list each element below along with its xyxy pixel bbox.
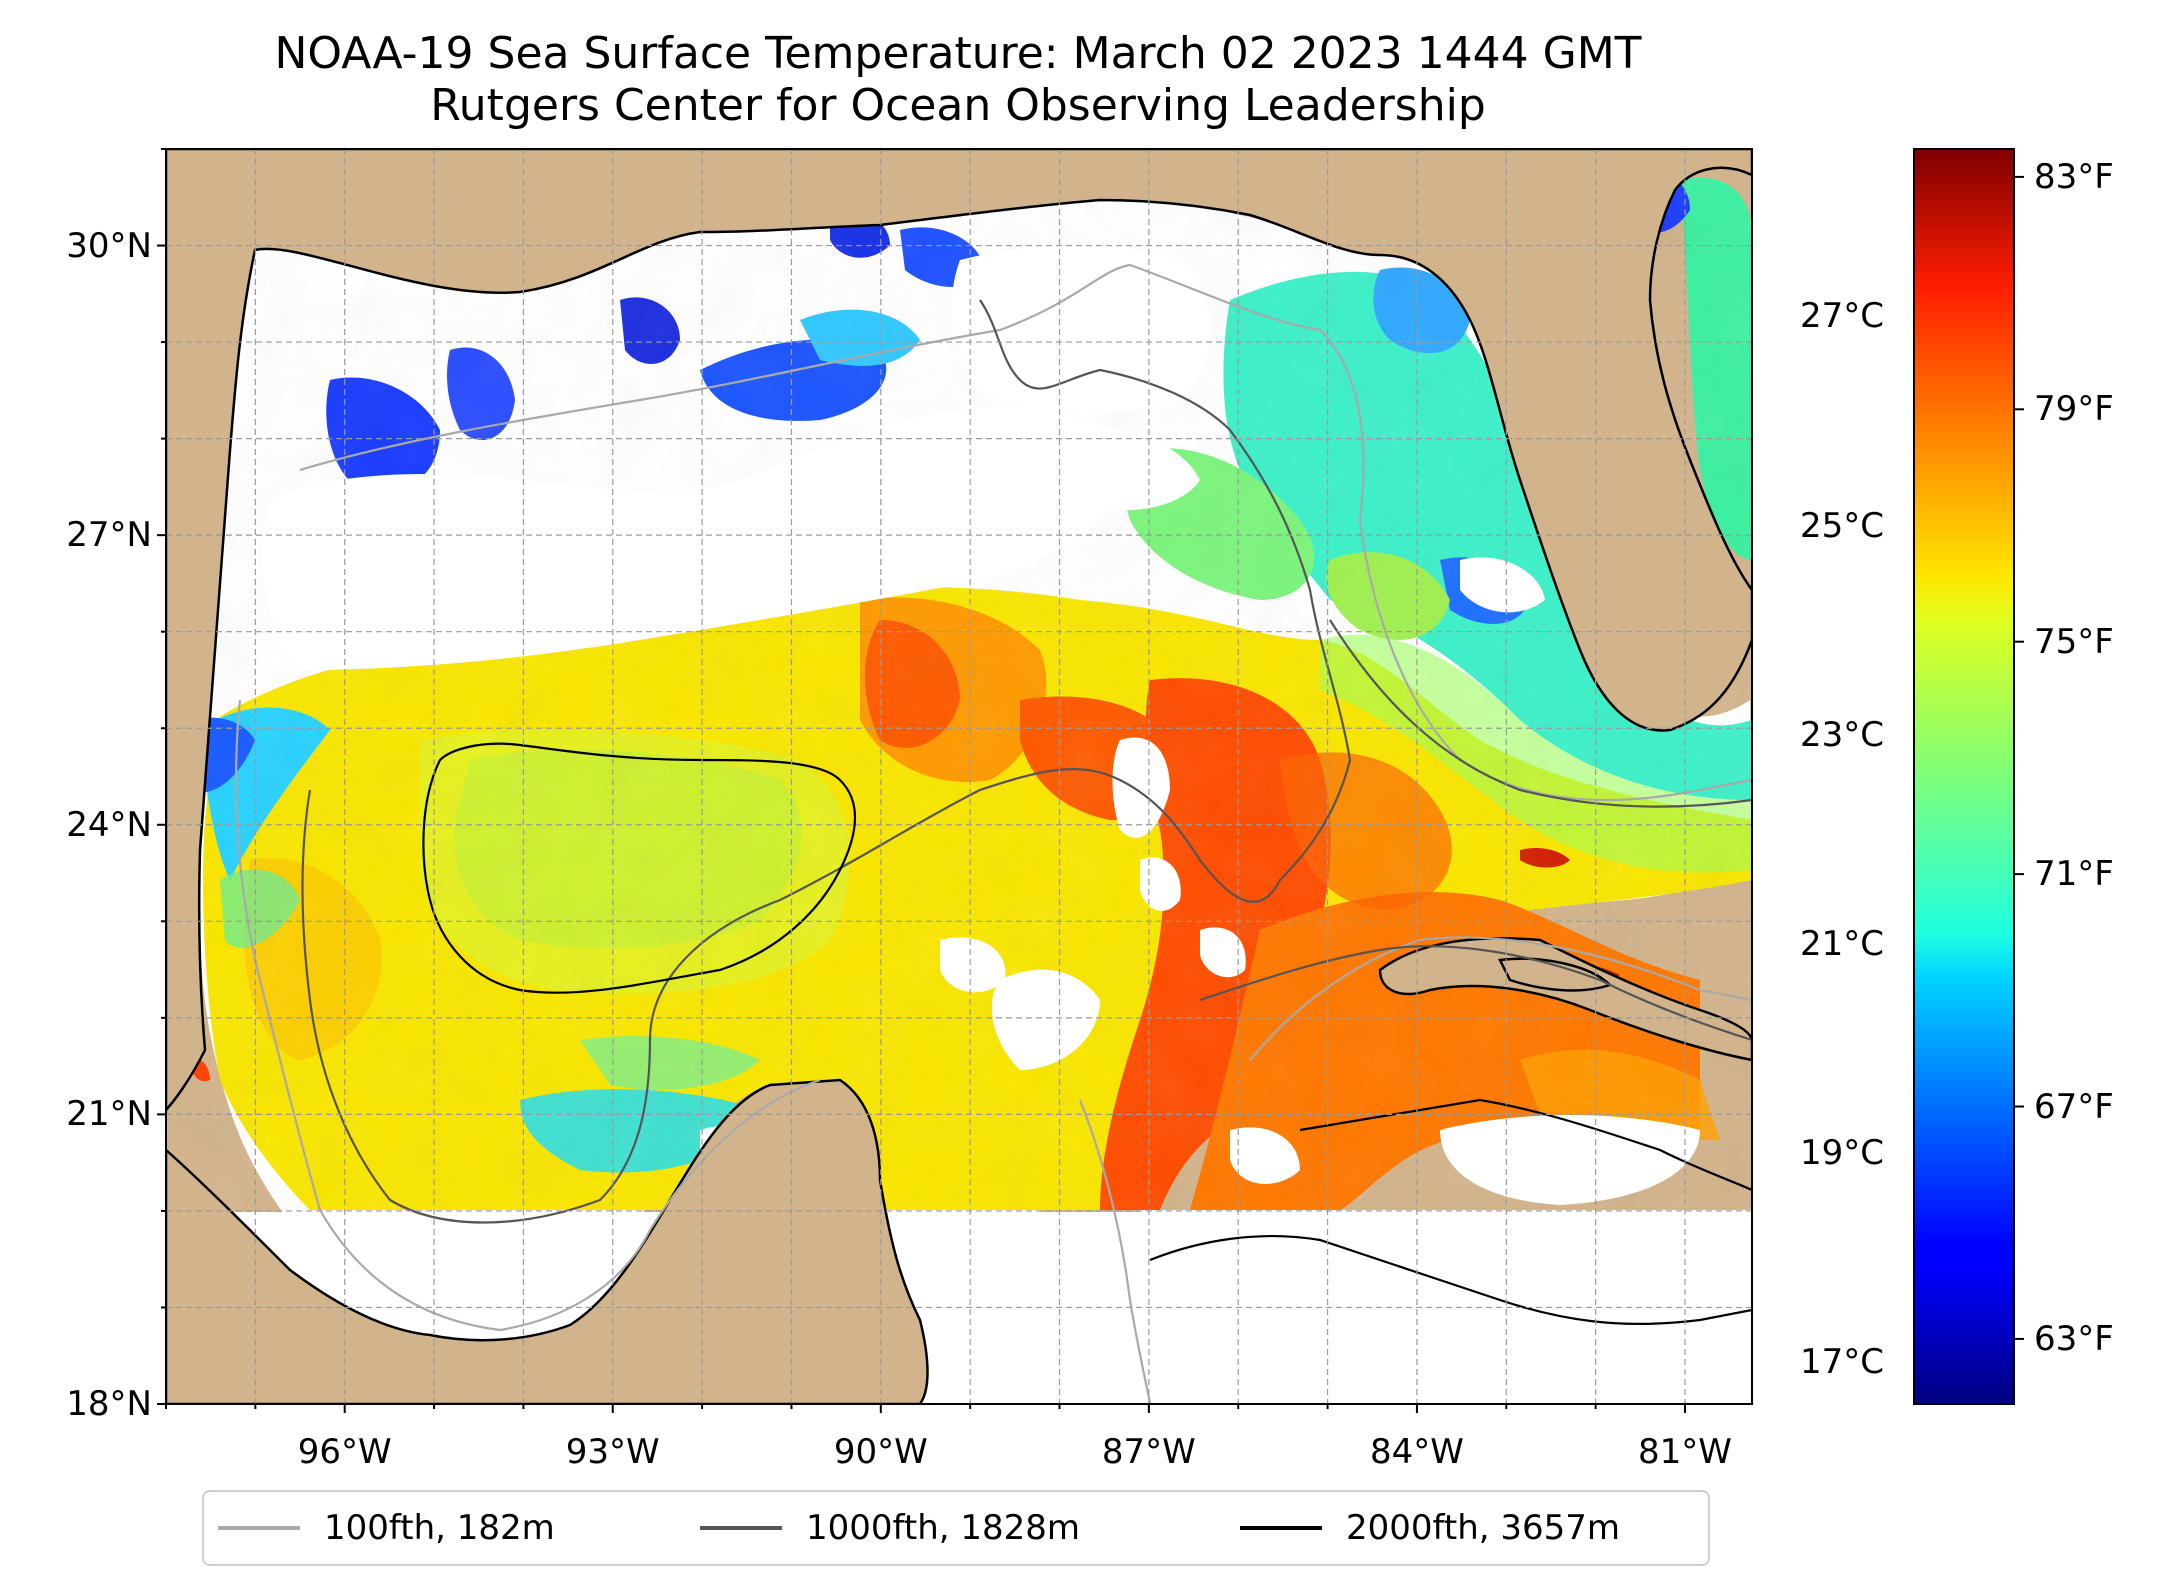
- lat-tick-label: 30°N: [66, 225, 152, 266]
- celsius-tick-label: 23°C: [1799, 714, 1884, 755]
- legend-item-1000fth: 1000fth, 1828m: [700, 1508, 1080, 1548]
- lon-tick-label: 84°W: [1369, 1432, 1464, 1472]
- legend-swatch-2000fth: [1240, 1526, 1322, 1530]
- legend-label-2000fth: 2000fth, 3657m: [1346, 1508, 1621, 1548]
- map-subtitle: Rutgers Center for Ocean Observing Leade…: [430, 80, 1486, 131]
- fahrenheit-tick-label: 79°F: [2034, 389, 2114, 430]
- land-masses: [166, 149, 1752, 1404]
- fahrenheit-tick-label: 63°F: [2034, 1318, 2114, 1359]
- fahrenheit-tick-label: 67°F: [2034, 1086, 2114, 1127]
- lat-tick-label: 21°N: [66, 1094, 152, 1135]
- lat-tick-label: 18°N: [66, 1384, 152, 1424]
- isobath-2000fth: [422, 742, 1752, 1326]
- fahrenheit-tick-label: 83°F: [2034, 156, 2114, 197]
- lat-tick-label: 27°N: [66, 515, 152, 556]
- lon-tick-label: 93°W: [565, 1432, 660, 1472]
- fahrenheit-tick-label: 71°F: [2034, 854, 2114, 895]
- map-frame: [165, 148, 1753, 1405]
- colorbar: [1913, 148, 2015, 1405]
- lon-tick-label: 81°W: [1638, 1432, 1732, 1472]
- celsius-tick-label: 17°C: [1799, 1342, 1884, 1383]
- celsius-tick-label: 25°C: [1799, 505, 1884, 546]
- celsius-tick-label: 21°C: [1799, 923, 1884, 964]
- legend-item-100fth: 100fth, 182m: [218, 1508, 555, 1548]
- fahrenheit-tick-label: 75°F: [2034, 621, 2114, 662]
- legend-item-2000fth: 2000fth, 3657m: [1240, 1508, 1620, 1548]
- legend: 100fth, 182m 1000fth, 1828m 2000fth, 365…: [202, 1490, 1710, 1566]
- celsius-tick-label: 19°C: [1799, 1133, 1884, 1173]
- lon-tick-label: 90°W: [833, 1432, 928, 1472]
- legend-label-100fth: 100fth, 182m: [324, 1508, 555, 1548]
- lon-tick-label: 87°W: [1101, 1432, 1196, 1472]
- axis-ticks: [157, 148, 1686, 1413]
- legend-swatch-1000fth: [700, 1526, 782, 1530]
- map-title: NOAA-19 Sea Surface Temperature: March 0…: [274, 28, 1642, 79]
- isobath-100fth: [235, 263, 1752, 1404]
- isobath-1000fth: [301, 299, 1752, 1224]
- lon-tick-label: 96°W: [297, 1432, 392, 1472]
- celsius-tick-label: 27°C: [1799, 296, 1884, 337]
- legend-swatch-100fth: [218, 1526, 300, 1530]
- legend-label-1000fth: 1000fth, 1828m: [806, 1508, 1081, 1548]
- gridlines: [166, 149, 1752, 1404]
- isobaths: [235, 263, 1752, 1404]
- map-area: [166, 149, 1752, 1404]
- lat-tick-label: 24°N: [66, 804, 152, 845]
- colorbar-ticks: [2014, 175, 2024, 1340]
